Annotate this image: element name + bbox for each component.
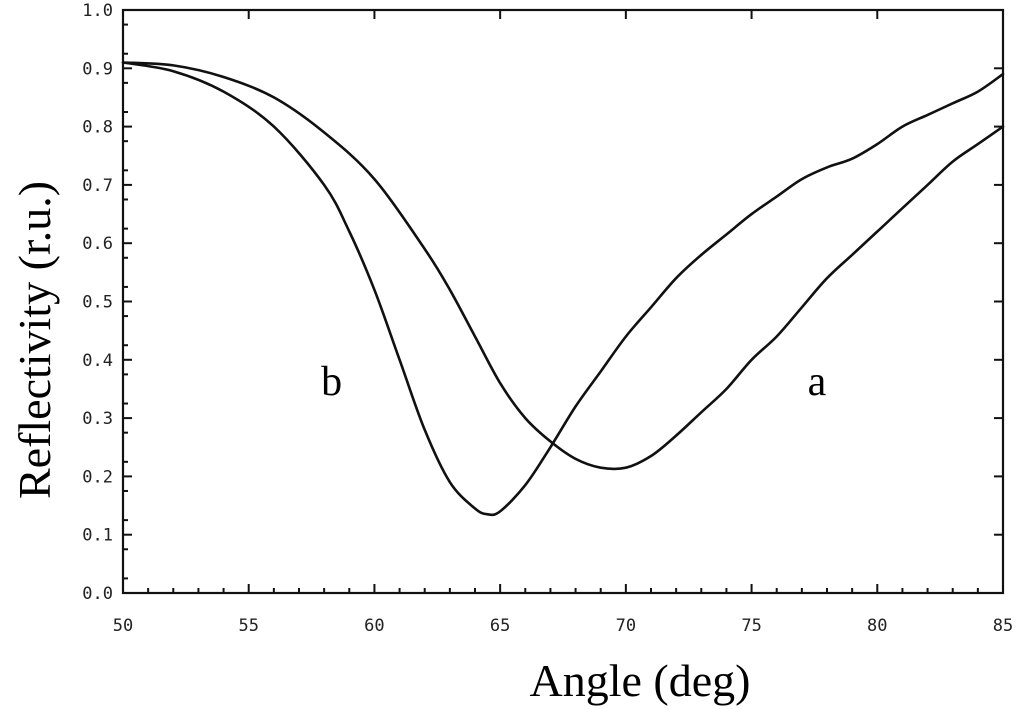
plot-frame bbox=[121, 8, 1005, 595]
y-tick-label: 0.3 bbox=[82, 409, 113, 429]
curves bbox=[121, 61, 1005, 517]
x-tick-labels: 50 55 60 65 70 75 80 85 bbox=[113, 616, 1013, 636]
y-tick-label: 0.0 bbox=[82, 584, 113, 604]
y-tick-label: 0.5 bbox=[82, 293, 113, 313]
tick-marks bbox=[122, 9, 1004, 594]
x-tick-label: 65 bbox=[490, 616, 510, 636]
y-axis-title: Reflectivity (r.u.) bbox=[9, 181, 60, 499]
x-tick-label: 50 bbox=[113, 616, 133, 636]
x-tick-label: 85 bbox=[993, 616, 1013, 636]
y-tick-label: 0.4 bbox=[82, 351, 113, 371]
y-tick-label: 0.9 bbox=[82, 59, 113, 79]
x-axis-title: Angle (deg) bbox=[530, 655, 751, 706]
curve-b bbox=[121, 61, 1005, 517]
curve-label-a: a bbox=[808, 359, 827, 405]
x-tick-label: 80 bbox=[867, 616, 887, 636]
y-tick-label: 0.7 bbox=[82, 176, 113, 196]
x-tick-label: 60 bbox=[364, 616, 384, 636]
curve-a bbox=[121, 61, 1005, 471]
curve-label-b: b bbox=[321, 359, 342, 405]
y-tick-label: 0.2 bbox=[82, 467, 113, 487]
x-tick-label: 70 bbox=[616, 616, 636, 636]
x-tick-label: 75 bbox=[741, 616, 761, 636]
x-tick-label: 55 bbox=[238, 616, 258, 636]
y-tick-label: 0.1 bbox=[82, 526, 113, 546]
y-tick-label: 1.0 bbox=[82, 1, 113, 21]
y-tick-label: 0.8 bbox=[82, 118, 113, 138]
y-tick-labels: 0.0 0.1 0.2 0.3 0.4 0.5 0.6 0.7 0.8 0.9 1.0 bbox=[82, 1, 113, 604]
curve-labels: ab bbox=[321, 359, 826, 405]
y-tick-label: 0.6 bbox=[82, 234, 113, 254]
